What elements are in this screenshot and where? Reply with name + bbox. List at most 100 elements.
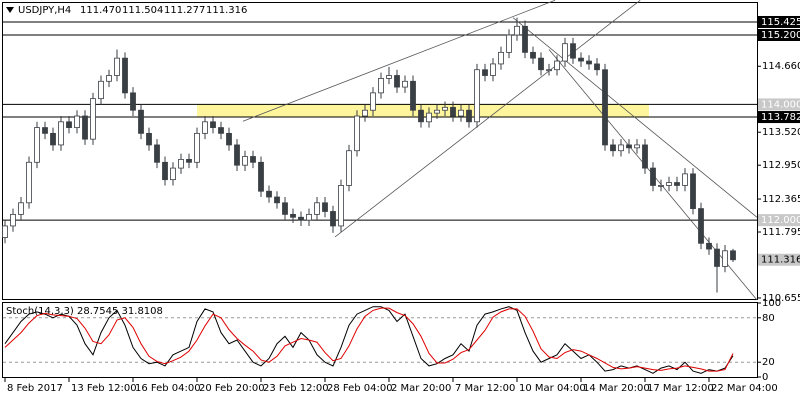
x-tick-label: 8 Feb 2017 xyxy=(7,383,63,394)
candle-body xyxy=(370,92,376,111)
candle-body xyxy=(106,75,112,82)
level-label: 113.782 xyxy=(761,112,800,123)
candle-body xyxy=(546,69,552,72)
level-label-bg xyxy=(758,98,800,111)
candle-body xyxy=(626,144,632,149)
candle-body xyxy=(122,57,128,94)
y-tick-label: 112.950 xyxy=(762,160,800,171)
candle-body xyxy=(530,51,536,59)
candle-body xyxy=(298,216,304,221)
candle-body xyxy=(154,144,160,163)
candle-body xyxy=(138,109,144,134)
candle-body xyxy=(650,167,656,186)
candle-body xyxy=(218,127,224,134)
candle-body xyxy=(82,115,88,140)
candle-body xyxy=(74,115,80,128)
candle-body xyxy=(362,109,368,117)
candle-body xyxy=(570,43,576,59)
candle-body xyxy=(442,106,448,111)
candle-body xyxy=(10,213,16,227)
candle-body xyxy=(378,77,384,94)
candle-body xyxy=(146,132,152,146)
candle-body xyxy=(202,121,208,134)
header-value: 111.316 xyxy=(206,5,247,16)
trendline xyxy=(512,17,758,218)
candle-body xyxy=(690,173,696,209)
menu-arrow[interactable] xyxy=(6,7,14,13)
candle-body xyxy=(250,156,256,163)
indicator-line xyxy=(4,307,734,372)
candle-body xyxy=(722,250,728,267)
candle-body xyxy=(90,98,96,140)
candle-body xyxy=(658,185,664,187)
level-label: 111.316 xyxy=(761,255,800,266)
level-label: 114.000 xyxy=(761,99,800,110)
candle-body xyxy=(290,213,296,218)
candle-body xyxy=(426,112,432,123)
candle-body xyxy=(282,202,288,215)
level-label-bg xyxy=(758,15,800,28)
candle-body xyxy=(314,202,320,215)
level-label: 115.200 xyxy=(761,30,800,41)
candle-body xyxy=(682,173,688,186)
candle-body xyxy=(666,182,672,186)
candle-body xyxy=(386,75,392,79)
candle-body xyxy=(2,225,8,238)
candle-body xyxy=(562,43,568,62)
level-label-bg xyxy=(758,111,800,124)
x-tick-label: 17 Mar 12:00 xyxy=(647,383,714,394)
candle-body xyxy=(674,182,680,186)
candle-body xyxy=(554,60,560,71)
candle-body xyxy=(514,25,520,36)
x-tick-label: 2 Mar 20:00 xyxy=(391,383,451,394)
candle-body xyxy=(274,196,280,204)
candle-body xyxy=(418,109,424,123)
trendline xyxy=(334,0,641,238)
candle-body xyxy=(466,109,472,123)
level-label-bg xyxy=(758,253,800,266)
candle-body xyxy=(234,144,240,166)
candle-body xyxy=(338,185,344,227)
header-value: 111.277 xyxy=(164,5,205,16)
candle-body xyxy=(186,159,192,163)
candle-body xyxy=(714,248,720,267)
candle-body xyxy=(210,121,216,128)
candle-body xyxy=(634,144,640,149)
candle-body xyxy=(578,57,584,62)
candle-body xyxy=(98,80,104,100)
candle-body xyxy=(498,51,504,65)
candle-body xyxy=(482,69,488,76)
candle-body xyxy=(50,132,56,146)
candle-body xyxy=(394,75,400,88)
candle-body xyxy=(450,106,456,117)
candle-body xyxy=(26,161,32,204)
main-panel xyxy=(2,2,758,300)
candle-body xyxy=(130,92,136,111)
y-tick-label: 111.795 xyxy=(762,227,800,238)
candle-body xyxy=(610,144,616,152)
candle-body xyxy=(162,161,168,181)
level-label: 115.425 xyxy=(761,17,800,28)
x-tick-label: 28 Feb 04:00 xyxy=(327,383,393,394)
x-tick-label: 22 Mar 04:00 xyxy=(711,383,778,394)
level-label-bg xyxy=(758,214,800,227)
x-tick-label: 23 Feb 12:00 xyxy=(263,383,329,394)
y-tick-label: 113.520 xyxy=(762,127,800,138)
candle-body xyxy=(602,69,608,146)
candle-body xyxy=(34,127,40,163)
candle-body xyxy=(642,144,648,169)
candle-body xyxy=(346,150,352,186)
candle-body xyxy=(706,242,712,250)
symbol: USDJPY,H4 xyxy=(18,5,71,16)
candle-body xyxy=(458,109,464,117)
candle-body xyxy=(242,156,248,166)
indicator-tick-label: 0 xyxy=(762,372,768,383)
x-tick-label: 13 Feb 12:00 xyxy=(71,383,137,394)
candle-body xyxy=(170,167,176,181)
candle-body xyxy=(490,63,496,76)
header-value: 111.504 xyxy=(122,5,163,16)
candle-body xyxy=(354,115,360,152)
candle-body xyxy=(226,132,232,146)
x-tick-label: 7 Mar 12:00 xyxy=(455,383,515,394)
